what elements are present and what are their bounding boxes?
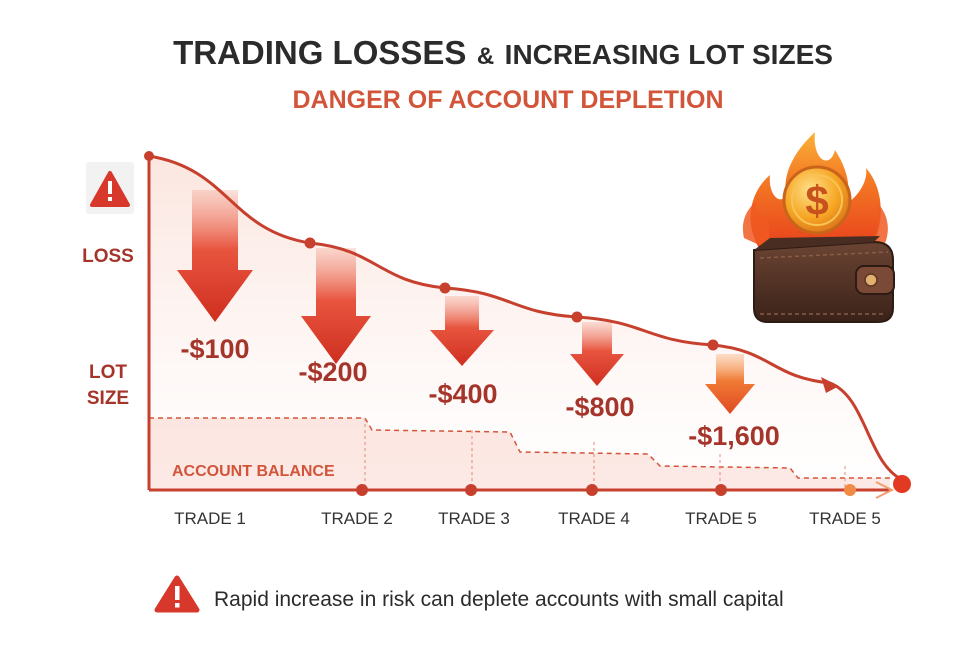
svg-text:$: $: [805, 177, 828, 224]
burning-wallet-icon: $: [742, 132, 895, 323]
balance-point-3: [439, 282, 451, 294]
title-part1: TRADING LOSSES: [173, 34, 466, 71]
x-tick-label-1: TRADE 1: [174, 509, 246, 528]
loss-arrow-5: [705, 354, 755, 414]
x-ticks: TRADE 1 TRADE 2 TRADE 3 TRADE 4 TRADE 5 TRADE…: [174, 481, 895, 528]
x-tick-dot-6: [844, 484, 856, 496]
loss-label-2: -$200: [298, 357, 367, 387]
loss-label-4: -$800: [565, 392, 634, 422]
footer-note: Rapid increase in risk can deplete accou…: [214, 588, 784, 611]
lot-size-steps: [149, 417, 890, 490]
account-balance-label: ACCOUNT BALANCE: [172, 463, 335, 480]
loss-arrow-4: [570, 322, 624, 386]
lot-size-label-line2: SIZE: [87, 388, 129, 409]
lot-size-step-line: [149, 417, 890, 479]
balance-point-4: [571, 311, 583, 323]
balance-point-1: [144, 151, 154, 161]
title-amp: &: [477, 43, 494, 70]
x-tick-label-4: TRADE 4: [558, 509, 630, 528]
x-tick-dot-4: [586, 484, 598, 496]
balance-curve-arrowhead: [821, 377, 839, 393]
loss-label-5: -$1,600: [688, 421, 780, 451]
x-tick-dot-3: [465, 484, 477, 496]
balance-curve: [144, 151, 911, 493]
title-part2: INCREASING LOT SIZES: [505, 39, 833, 70]
loss-label-3: -$400: [428, 379, 497, 409]
loss-arrow-1: [177, 190, 253, 322]
chart-title: TRADING LOSSES & INCREASING LOT SIZES: [173, 34, 833, 71]
loss-arrow-3: [430, 296, 494, 366]
balance-point-2: [304, 237, 316, 249]
x-tick-label-6: TRADE 5: [809, 509, 881, 528]
balance-area: [149, 156, 905, 490]
dollar-coin-icon: [782, 165, 852, 235]
lot-size-band: [149, 418, 890, 490]
x-tick-label-5: TRADE 5: [685, 509, 757, 528]
x-tick-label-3: TRADE 3: [438, 509, 510, 528]
balance-area-fill: [149, 156, 905, 490]
balance-point-5: [707, 339, 719, 351]
x-tick-dot-5: [715, 484, 727, 496]
axes: [147, 158, 890, 492]
loss-arrow-2: [301, 248, 371, 364]
loss-axis-label: LOSS: [82, 246, 134, 267]
loss-labels: -$100 -$200 -$400 -$800 -$1,600: [180, 334, 779, 451]
depletion-point: [893, 475, 911, 493]
x-tick-label-2: TRADE 2: [321, 509, 393, 528]
warning-top-icon: [86, 162, 134, 214]
x-axis-arrowhead: [875, 481, 895, 499]
x-tick-dot-2: [356, 484, 368, 496]
lot-size-label-line1: LOT: [89, 362, 127, 383]
loss-label-1: -$100: [180, 334, 249, 364]
loss-arrows: [177, 190, 755, 414]
warning-footer-icon: [154, 575, 200, 613]
chart-subtitle: DANGER OF ACCOUNT DEPLETION: [292, 86, 723, 114]
